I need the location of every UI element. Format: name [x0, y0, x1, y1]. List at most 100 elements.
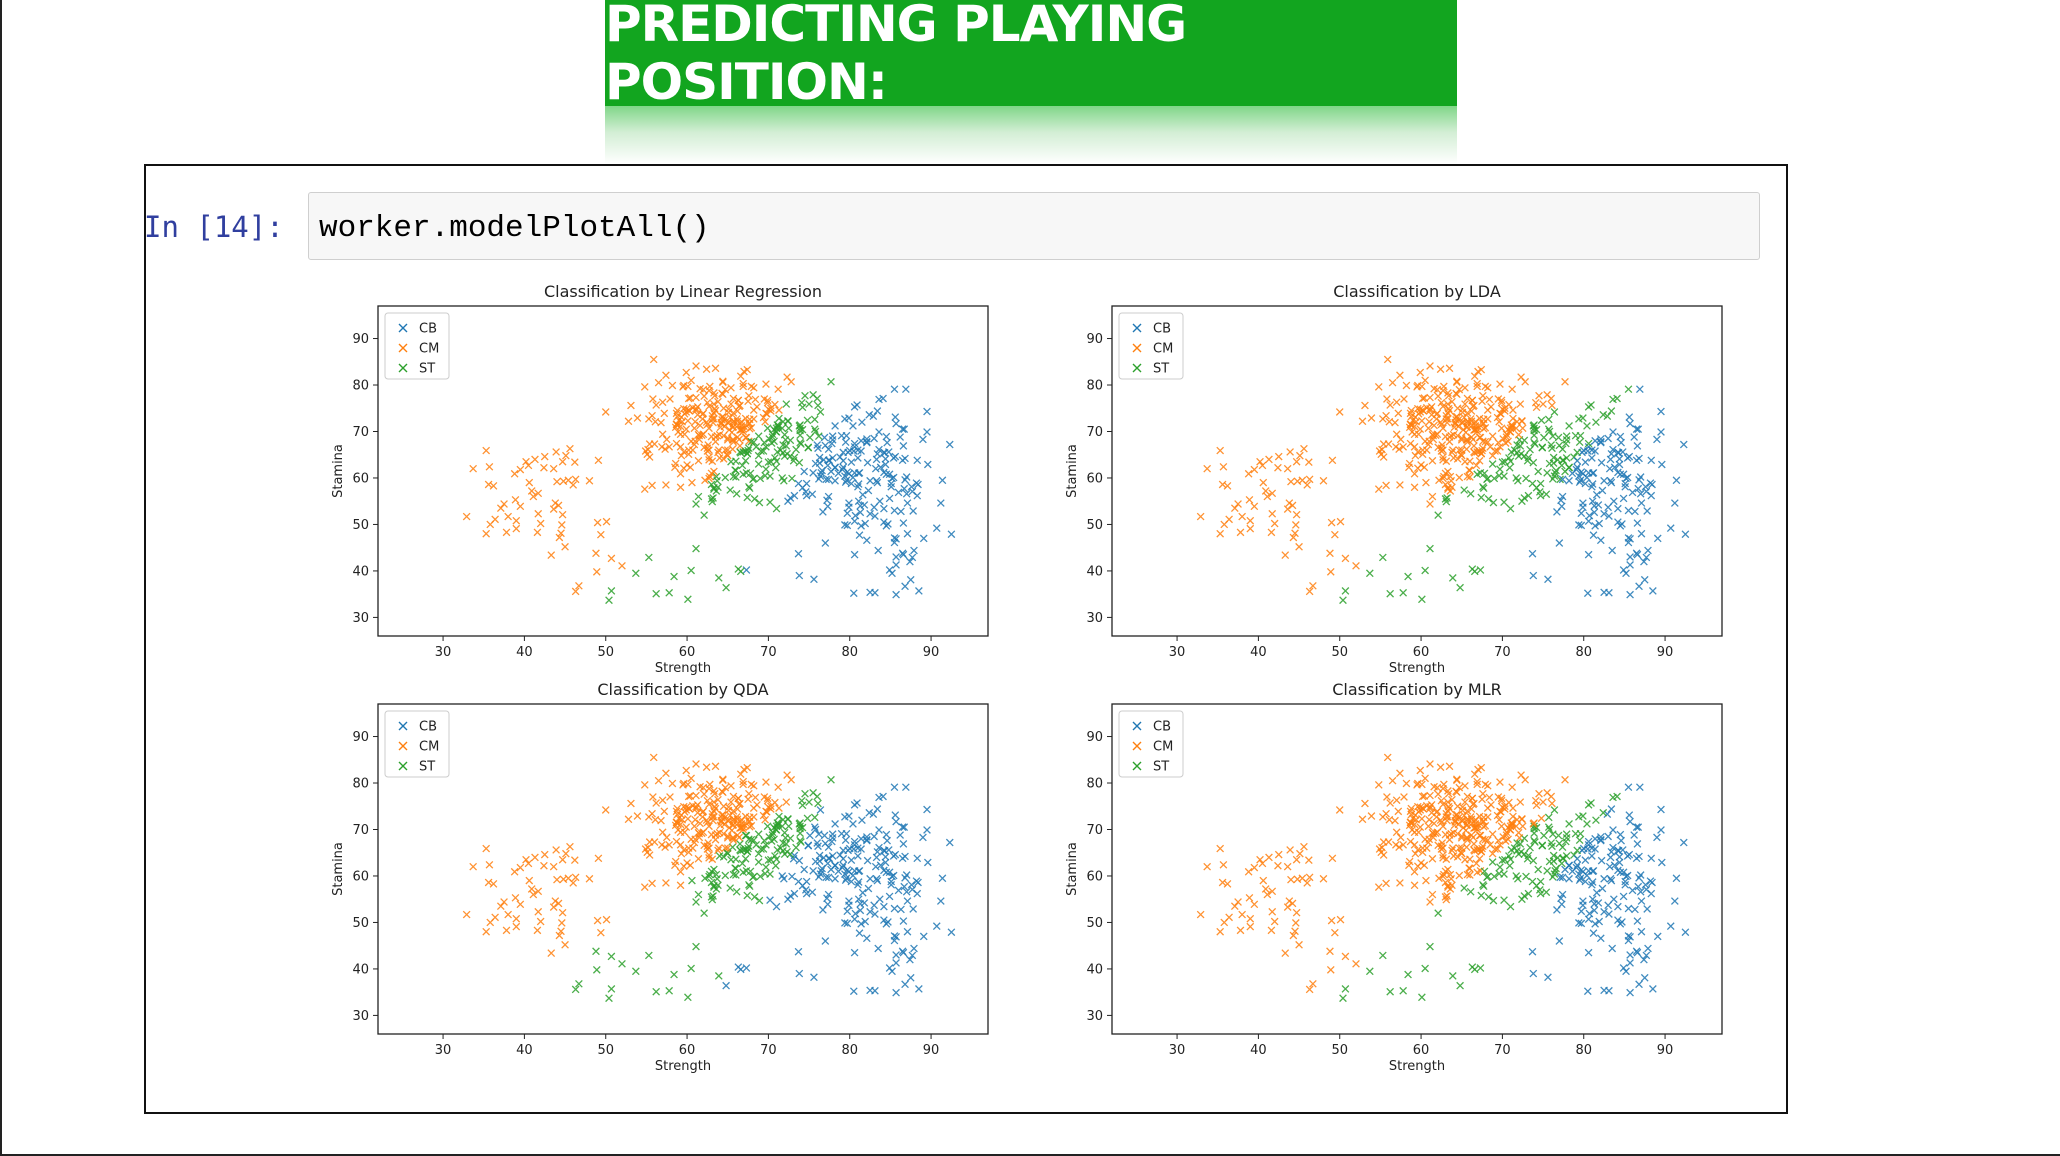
point-cb	[837, 829, 846, 838]
point-cm	[1424, 822, 1433, 831]
point-cm	[1374, 485, 1383, 493]
point-cb	[899, 840, 908, 848]
point-cm	[688, 478, 696, 487]
point-st	[1500, 498, 1508, 507]
point-cb	[800, 467, 809, 476]
point-cm	[1379, 453, 1388, 461]
point-cb	[1631, 507, 1639, 516]
point-st	[811, 427, 820, 436]
point-st	[1543, 468, 1551, 477]
point-cb	[1621, 880, 1630, 889]
y-tick-label: 70	[352, 425, 369, 440]
point-cm	[711, 406, 720, 415]
point-cm	[1497, 822, 1506, 831]
point-cb	[876, 463, 885, 472]
point-cb	[915, 985, 923, 993]
point-cb	[894, 488, 903, 497]
point-cm	[1283, 464, 1292, 473]
point-st	[778, 424, 787, 433]
point-st	[1365, 967, 1374, 976]
point-cb	[923, 460, 932, 469]
point-cm	[524, 461, 533, 470]
point-cm	[1292, 855, 1301, 864]
point-st	[1460, 884, 1469, 892]
point-cm	[686, 861, 695, 870]
point-cm	[727, 400, 735, 408]
point-cb	[1588, 895, 1597, 904]
point-cm	[718, 416, 726, 424]
point-cm	[686, 394, 695, 402]
legend-label-st: ST	[1153, 760, 1169, 775]
point-cb	[1592, 888, 1601, 897]
point-st	[694, 492, 703, 501]
point-st	[1339, 994, 1347, 1003]
point-cm	[1463, 836, 1472, 845]
point-cm	[692, 760, 700, 768]
point-cm	[677, 849, 686, 858]
point-cb	[854, 482, 862, 491]
point-cb	[842, 874, 851, 883]
point-cb	[1622, 872, 1630, 881]
point-cb	[1604, 434, 1612, 443]
point-st	[750, 893, 759, 901]
point-cm	[1298, 874, 1307, 883]
point-cb	[831, 476, 839, 485]
point-cm	[1396, 435, 1405, 444]
point-cb	[1581, 479, 1590, 488]
point-cb	[1574, 919, 1583, 927]
code-cell[interactable]: worker.modelPlotAll()	[308, 192, 1760, 260]
point-cb	[899, 948, 908, 957]
point-cb	[1604, 901, 1612, 910]
point-cb	[1607, 805, 1616, 813]
point-cm	[705, 844, 713, 852]
point-st	[1603, 412, 1612, 421]
x-tick-label: 60	[679, 1043, 696, 1058]
point-cb	[1632, 823, 1641, 832]
point-st	[792, 445, 800, 454]
point-cb	[1585, 511, 1594, 520]
chart-title: Classification by Linear Regression	[544, 282, 822, 301]
point-cb	[892, 817, 900, 826]
point-cb	[849, 820, 857, 828]
point-cm	[708, 855, 717, 864]
point-st	[1536, 479, 1545, 488]
point-cm	[1561, 775, 1569, 784]
axes-frame	[1111, 305, 1723, 637]
x-tick-label: 80	[1575, 645, 1592, 660]
point-cm	[696, 384, 704, 393]
point-cm	[557, 529, 565, 538]
point-cm	[1442, 457, 1451, 466]
point-cm	[1236, 926, 1245, 935]
point-st	[1386, 987, 1395, 996]
point-cm	[1502, 433, 1511, 441]
point-cb	[945, 440, 954, 449]
point-st	[1561, 837, 1570, 846]
point-st	[732, 871, 740, 879]
point-cm	[1452, 389, 1460, 398]
point-cb	[1596, 833, 1605, 841]
point-cm	[1244, 469, 1253, 478]
point-cb	[813, 839, 822, 847]
point-st	[701, 874, 709, 883]
y-tick-label: 50	[1086, 518, 1103, 533]
point-cm	[1216, 927, 1225, 936]
legend-label-st: ST	[1153, 362, 1169, 377]
point-cm	[1457, 816, 1466, 825]
point-cm	[547, 551, 556, 559]
point-cm	[502, 926, 511, 935]
point-cm	[1442, 855, 1451, 864]
point-cm	[1425, 417, 1434, 426]
point-cm	[759, 413, 768, 422]
point-cm	[1434, 841, 1443, 850]
point-cb	[1634, 882, 1643, 891]
point-st	[784, 815, 792, 824]
point-st	[788, 474, 796, 483]
point-st	[1551, 468, 1560, 477]
point-cm	[525, 876, 534, 885]
point-cm	[676, 840, 685, 849]
point-cb	[849, 589, 858, 598]
point-cm	[1422, 844, 1431, 852]
point-cb	[843, 919, 852, 928]
point-cm	[1378, 415, 1387, 423]
point-cm	[1383, 355, 1392, 364]
